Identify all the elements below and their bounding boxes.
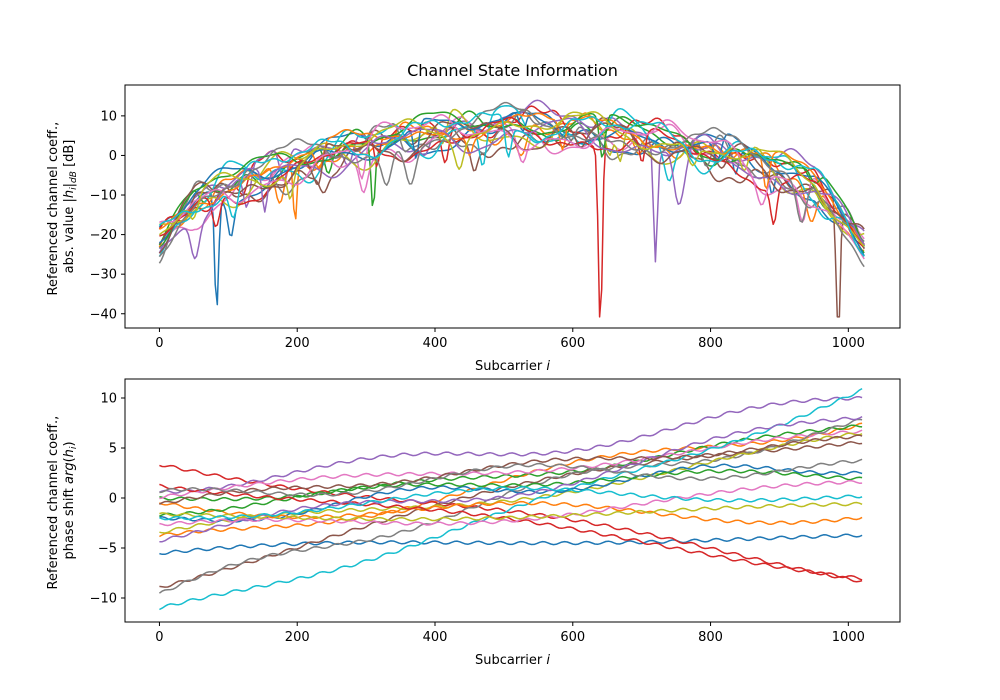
phase-series-line	[159, 434, 863, 505]
magnitude-y-tick-label: −20	[90, 228, 117, 243]
magnitude-x-tick-label: 1000	[832, 336, 865, 351]
magnitude-series-line	[158, 121, 865, 254]
phase-x-axis-label: Subcarrier i	[475, 653, 550, 668]
magnitude-x-tick-label: 600	[560, 336, 585, 351]
phase-series-line	[159, 429, 863, 500]
magnitude-x-tick-label: 0	[155, 336, 163, 351]
phase-series-line	[159, 464, 863, 583]
magnitude-x-tick-label: 200	[285, 336, 310, 351]
phase-series-line	[159, 479, 863, 527]
phase-x-tick-label: 200	[285, 630, 310, 645]
phase-y-tick-label: 0	[109, 492, 117, 507]
phase-series-line	[158, 418, 863, 594]
phase-series-line	[159, 396, 863, 494]
phase-x-tick-label: 600	[560, 630, 585, 645]
phase-series-line	[159, 485, 863, 521]
phase-x-tick-label: 800	[698, 630, 723, 645]
magnitude-series-line	[158, 112, 865, 252]
magnitude-x-axis-label: Subcarrier i	[475, 359, 550, 374]
phase-series-line	[159, 483, 863, 581]
phase-series-line	[159, 501, 863, 522]
phase-y-tick-label: −10	[90, 592, 117, 607]
phase-series-group	[158, 387, 863, 611]
magnitude-series-line	[158, 112, 865, 257]
magnitude-y-tick-label: 0	[109, 149, 117, 164]
magnitude-series-line	[159, 116, 865, 245]
magnitude-x-tick-label: 800	[698, 336, 723, 351]
phase-x-ticks: 0 200 400 600 800 1000	[155, 622, 865, 645]
phase-y-tick-label: 10	[100, 392, 117, 407]
magnitude-x-ticks: 0 200 400 600 800 1000	[155, 328, 865, 351]
phase-panel: 0 200 400 600 800 1000 −10 −5 0 5 10 Subcarrier i…	[46, 378, 901, 668]
phase-x-tick-label: 400	[423, 630, 448, 645]
phase-y-axis-label: Referenced channel coeff., phase shift a…	[46, 412, 79, 590]
magnitude-series-line	[158, 117, 865, 318]
magnitude-series-line	[159, 112, 865, 247]
phase-x-tick-label: 0	[155, 630, 163, 645]
phase-series-line	[159, 463, 863, 523]
phase-series-line	[159, 441, 863, 588]
chart-title: Channel State Information	[407, 61, 618, 80]
magnitude-y-tick-label: −40	[90, 307, 117, 322]
phase-x-tick-label: 1000	[832, 630, 865, 645]
phase-series-line	[159, 415, 863, 543]
phase-y-tick-label: 5	[109, 442, 117, 457]
magnitude-series-line	[158, 110, 865, 254]
magnitude-series-line	[158, 117, 865, 260]
magnitude-y-axis-label: Referenced channel coeff., abs. value |h…	[46, 118, 79, 296]
magnitude-y-tick-label: −30	[90, 268, 117, 283]
magnitude-y-tick-label: −10	[90, 189, 117, 204]
magnitude-y-ticks: −40 −30 −20 −10 0 10	[90, 109, 125, 322]
phase-plot-frame	[124, 378, 901, 623]
magnitude-series-line	[158, 111, 865, 247]
phase-y-tick-label: −5	[98, 542, 117, 557]
phase-series-line	[159, 458, 863, 497]
magnitude-plot-frame	[124, 84, 901, 329]
phase-series-line	[159, 387, 863, 611]
phase-y-ticks: −10 −5 0 5 10	[90, 392, 125, 607]
magnitude-y-tick-label: 10	[100, 109, 117, 124]
magnitude-panel: 0 200 400 600 800 1000 −40 −30 −20 −10 0 10 Subcar…	[46, 84, 901, 374]
magnitude-series-group	[158, 99, 865, 318]
magnitude-x-tick-label: 400	[423, 336, 448, 351]
phase-series-line	[159, 533, 863, 556]
